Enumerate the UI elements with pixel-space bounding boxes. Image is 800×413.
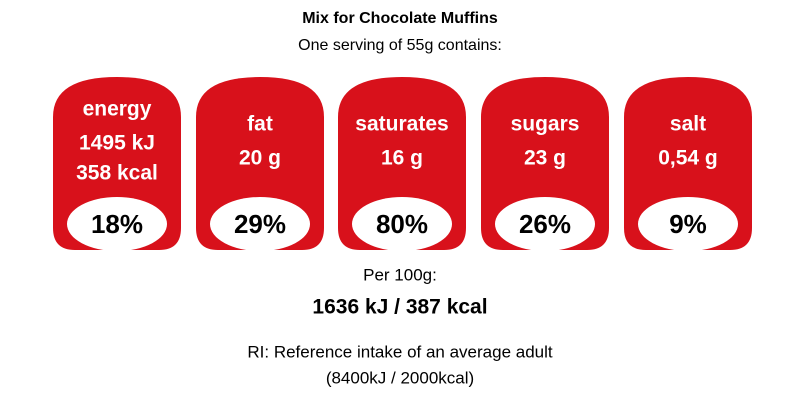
- percent-oval: [495, 197, 595, 251]
- ri-values: (8400kJ / 2000kcal): [326, 368, 474, 387]
- percent-oval: [638, 197, 738, 251]
- subtitle: One serving of 55g contains:: [298, 37, 502, 54]
- nutrient-badge: salt 0,54 g 9%: [624, 77, 752, 251]
- per-label: Per 100g:: [363, 265, 437, 284]
- nutrient-name: energy: [83, 98, 152, 121]
- nutrient-percent: 29%: [234, 209, 286, 239]
- nutrient-name: fat: [247, 113, 273, 136]
- percent-oval: [210, 197, 310, 251]
- nutrient-amount: 23 g: [524, 147, 566, 170]
- nutrient-badge: sugars 23 g 26%: [481, 77, 609, 251]
- nutrient-badge: fat 20 g 29%: [196, 77, 324, 251]
- percent-oval: [352, 197, 452, 251]
- nutrient-percent: 26%: [519, 209, 571, 239]
- nutrient-name: salt: [670, 113, 706, 136]
- nutrient-amount: 1495 kJ: [79, 132, 155, 155]
- nutrient-percent: 9%: [669, 209, 707, 239]
- nutrient-amount: 16 g: [381, 147, 423, 170]
- percent-oval: [67, 197, 167, 251]
- nutrient-name: sugars: [511, 113, 580, 136]
- nutrient-name: saturates: [355, 113, 448, 136]
- nutrient-percent: 18%: [91, 209, 143, 239]
- per-value: 1636 kJ / 387 kcal: [312, 296, 487, 319]
- nutrient-amount: 20 g: [239, 147, 281, 170]
- nutrient-percent: 80%: [376, 209, 428, 239]
- nutrient-badge: energy 1495 kJ 358 kcal 18%: [53, 77, 181, 251]
- nutrient-amount: 0,54 g: [658, 147, 718, 170]
- nutrient-badge: saturates 16 g 80%: [338, 77, 466, 251]
- ri-note: RI: Reference intake of an average adult: [247, 342, 553, 361]
- badges: energy 1495 kJ 358 kcal 18% fat 20 g 29% satura…: [53, 77, 752, 251]
- title: Mix for Chocolate Muffins: [302, 10, 498, 27]
- nutrient-amount: 358 kcal: [76, 162, 158, 185]
